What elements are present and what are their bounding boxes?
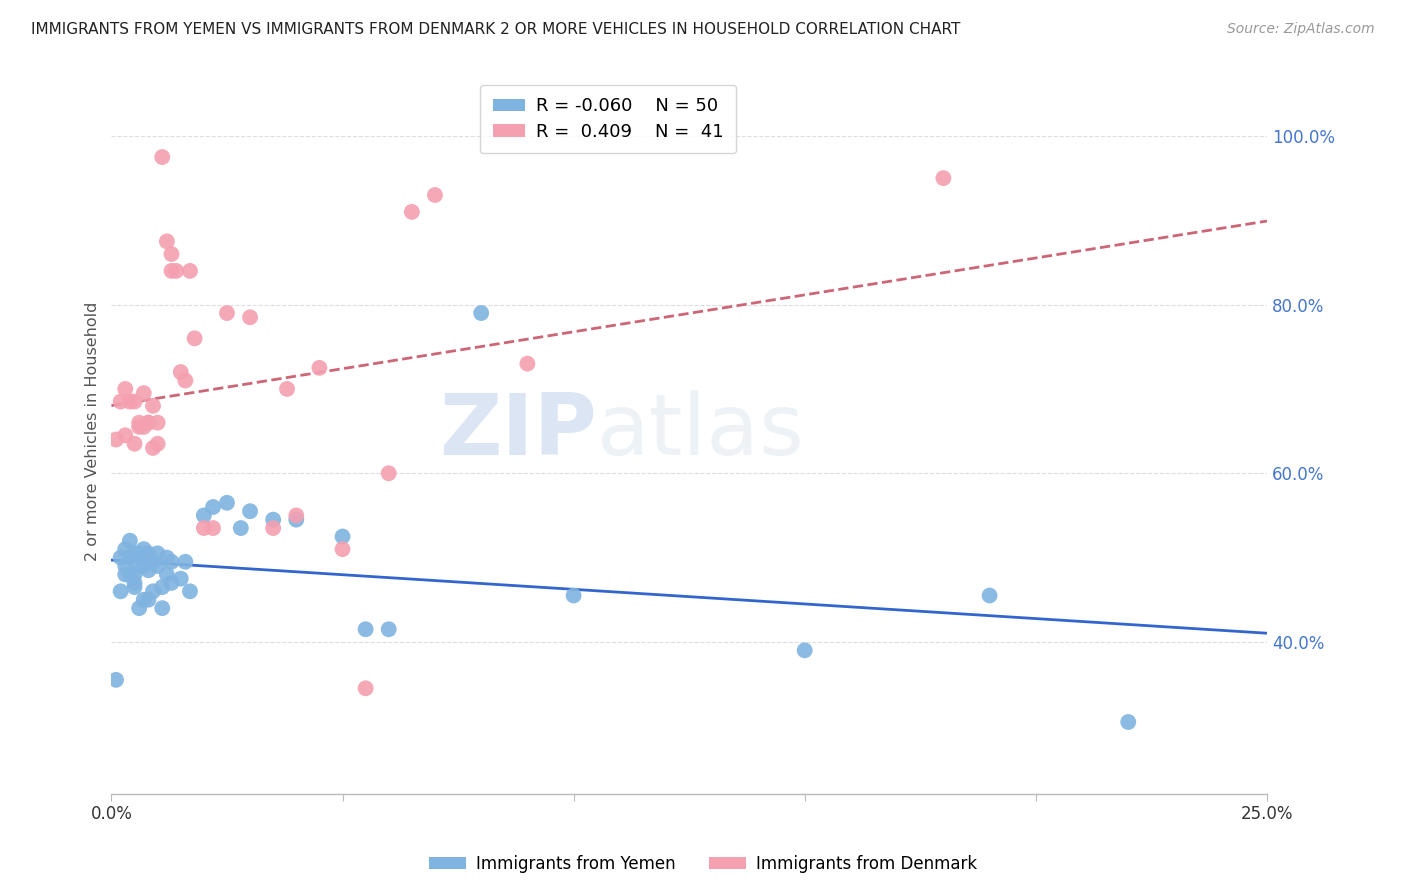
Text: IMMIGRANTS FROM YEMEN VS IMMIGRANTS FROM DENMARK 2 OR MORE VEHICLES IN HOUSEHOLD: IMMIGRANTS FROM YEMEN VS IMMIGRANTS FROM… xyxy=(31,22,960,37)
Point xyxy=(179,264,201,278)
Point xyxy=(105,433,128,447)
Point xyxy=(138,416,160,430)
Point xyxy=(150,580,173,594)
Point xyxy=(128,546,150,560)
Point xyxy=(110,394,132,409)
Point xyxy=(170,572,193,586)
Point xyxy=(516,357,538,371)
Point xyxy=(160,575,183,590)
Point xyxy=(105,673,128,687)
Point xyxy=(202,500,225,514)
Point xyxy=(124,394,146,409)
Point xyxy=(118,533,141,548)
Point xyxy=(377,467,399,481)
Point xyxy=(138,416,160,430)
Point xyxy=(332,529,354,543)
Point xyxy=(142,555,165,569)
Point xyxy=(138,592,160,607)
Point xyxy=(354,622,377,636)
Point xyxy=(142,399,165,413)
Legend: R = -0.060    N = 50, R =  0.409    N =  41: R = -0.060 N = 50, R = 0.409 N = 41 xyxy=(481,85,737,153)
Point xyxy=(562,589,585,603)
Point xyxy=(142,584,165,599)
Point xyxy=(132,592,155,607)
Point xyxy=(354,681,377,696)
Point xyxy=(377,622,399,636)
Point xyxy=(114,428,136,442)
Point xyxy=(183,331,205,345)
Point xyxy=(332,542,354,557)
Point xyxy=(193,508,215,523)
Point xyxy=(308,360,330,375)
Point xyxy=(128,601,150,615)
Point xyxy=(170,365,193,379)
Point xyxy=(229,521,252,535)
Text: ZIP: ZIP xyxy=(439,390,596,473)
Point xyxy=(150,150,173,164)
Point xyxy=(132,386,155,401)
Point xyxy=(174,555,197,569)
Point xyxy=(146,546,169,560)
Point xyxy=(215,496,238,510)
Point xyxy=(128,416,150,430)
Point xyxy=(160,555,183,569)
Point xyxy=(124,436,146,450)
Point xyxy=(118,394,141,409)
Point xyxy=(118,567,141,582)
Point xyxy=(110,584,132,599)
Point xyxy=(193,521,215,535)
Point xyxy=(138,546,160,560)
Point xyxy=(174,374,197,388)
Point xyxy=(165,264,187,278)
Point xyxy=(239,310,262,325)
Point xyxy=(124,546,146,560)
Point xyxy=(132,559,155,574)
Point xyxy=(932,171,955,186)
Point xyxy=(124,580,146,594)
Point xyxy=(124,567,146,582)
Point xyxy=(276,382,298,396)
Point xyxy=(285,513,308,527)
Text: atlas: atlas xyxy=(596,390,804,473)
Point xyxy=(150,601,173,615)
Point xyxy=(132,542,155,557)
Point xyxy=(262,513,284,527)
Point xyxy=(156,550,179,565)
Point xyxy=(142,441,165,455)
Point xyxy=(285,508,308,523)
Point xyxy=(215,306,238,320)
Point xyxy=(979,589,1001,603)
Text: Source: ZipAtlas.com: Source: ZipAtlas.com xyxy=(1227,22,1375,37)
Point xyxy=(156,567,179,582)
Point xyxy=(114,559,136,574)
Point xyxy=(132,420,155,434)
Point xyxy=(470,306,492,320)
Point xyxy=(146,416,169,430)
Point xyxy=(114,382,136,396)
Y-axis label: 2 or more Vehicles in Household: 2 or more Vehicles in Household xyxy=(86,301,100,561)
Point xyxy=(262,521,284,535)
Point xyxy=(110,550,132,565)
Point xyxy=(1116,714,1139,729)
Point xyxy=(793,643,815,657)
Point xyxy=(146,436,169,450)
Point xyxy=(114,567,136,582)
Point xyxy=(423,188,446,202)
Point xyxy=(114,542,136,557)
Point xyxy=(156,235,179,249)
Point xyxy=(124,575,146,590)
Point xyxy=(179,584,201,599)
Point xyxy=(128,420,150,434)
Point xyxy=(239,504,262,518)
Point xyxy=(202,521,225,535)
Point xyxy=(160,264,183,278)
Point xyxy=(146,559,169,574)
Legend: Immigrants from Yemen, Immigrants from Denmark: Immigrants from Yemen, Immigrants from D… xyxy=(423,848,983,880)
Point xyxy=(128,559,150,574)
Point xyxy=(401,205,423,219)
Point xyxy=(118,550,141,565)
Point xyxy=(138,563,160,577)
Point xyxy=(160,247,183,261)
